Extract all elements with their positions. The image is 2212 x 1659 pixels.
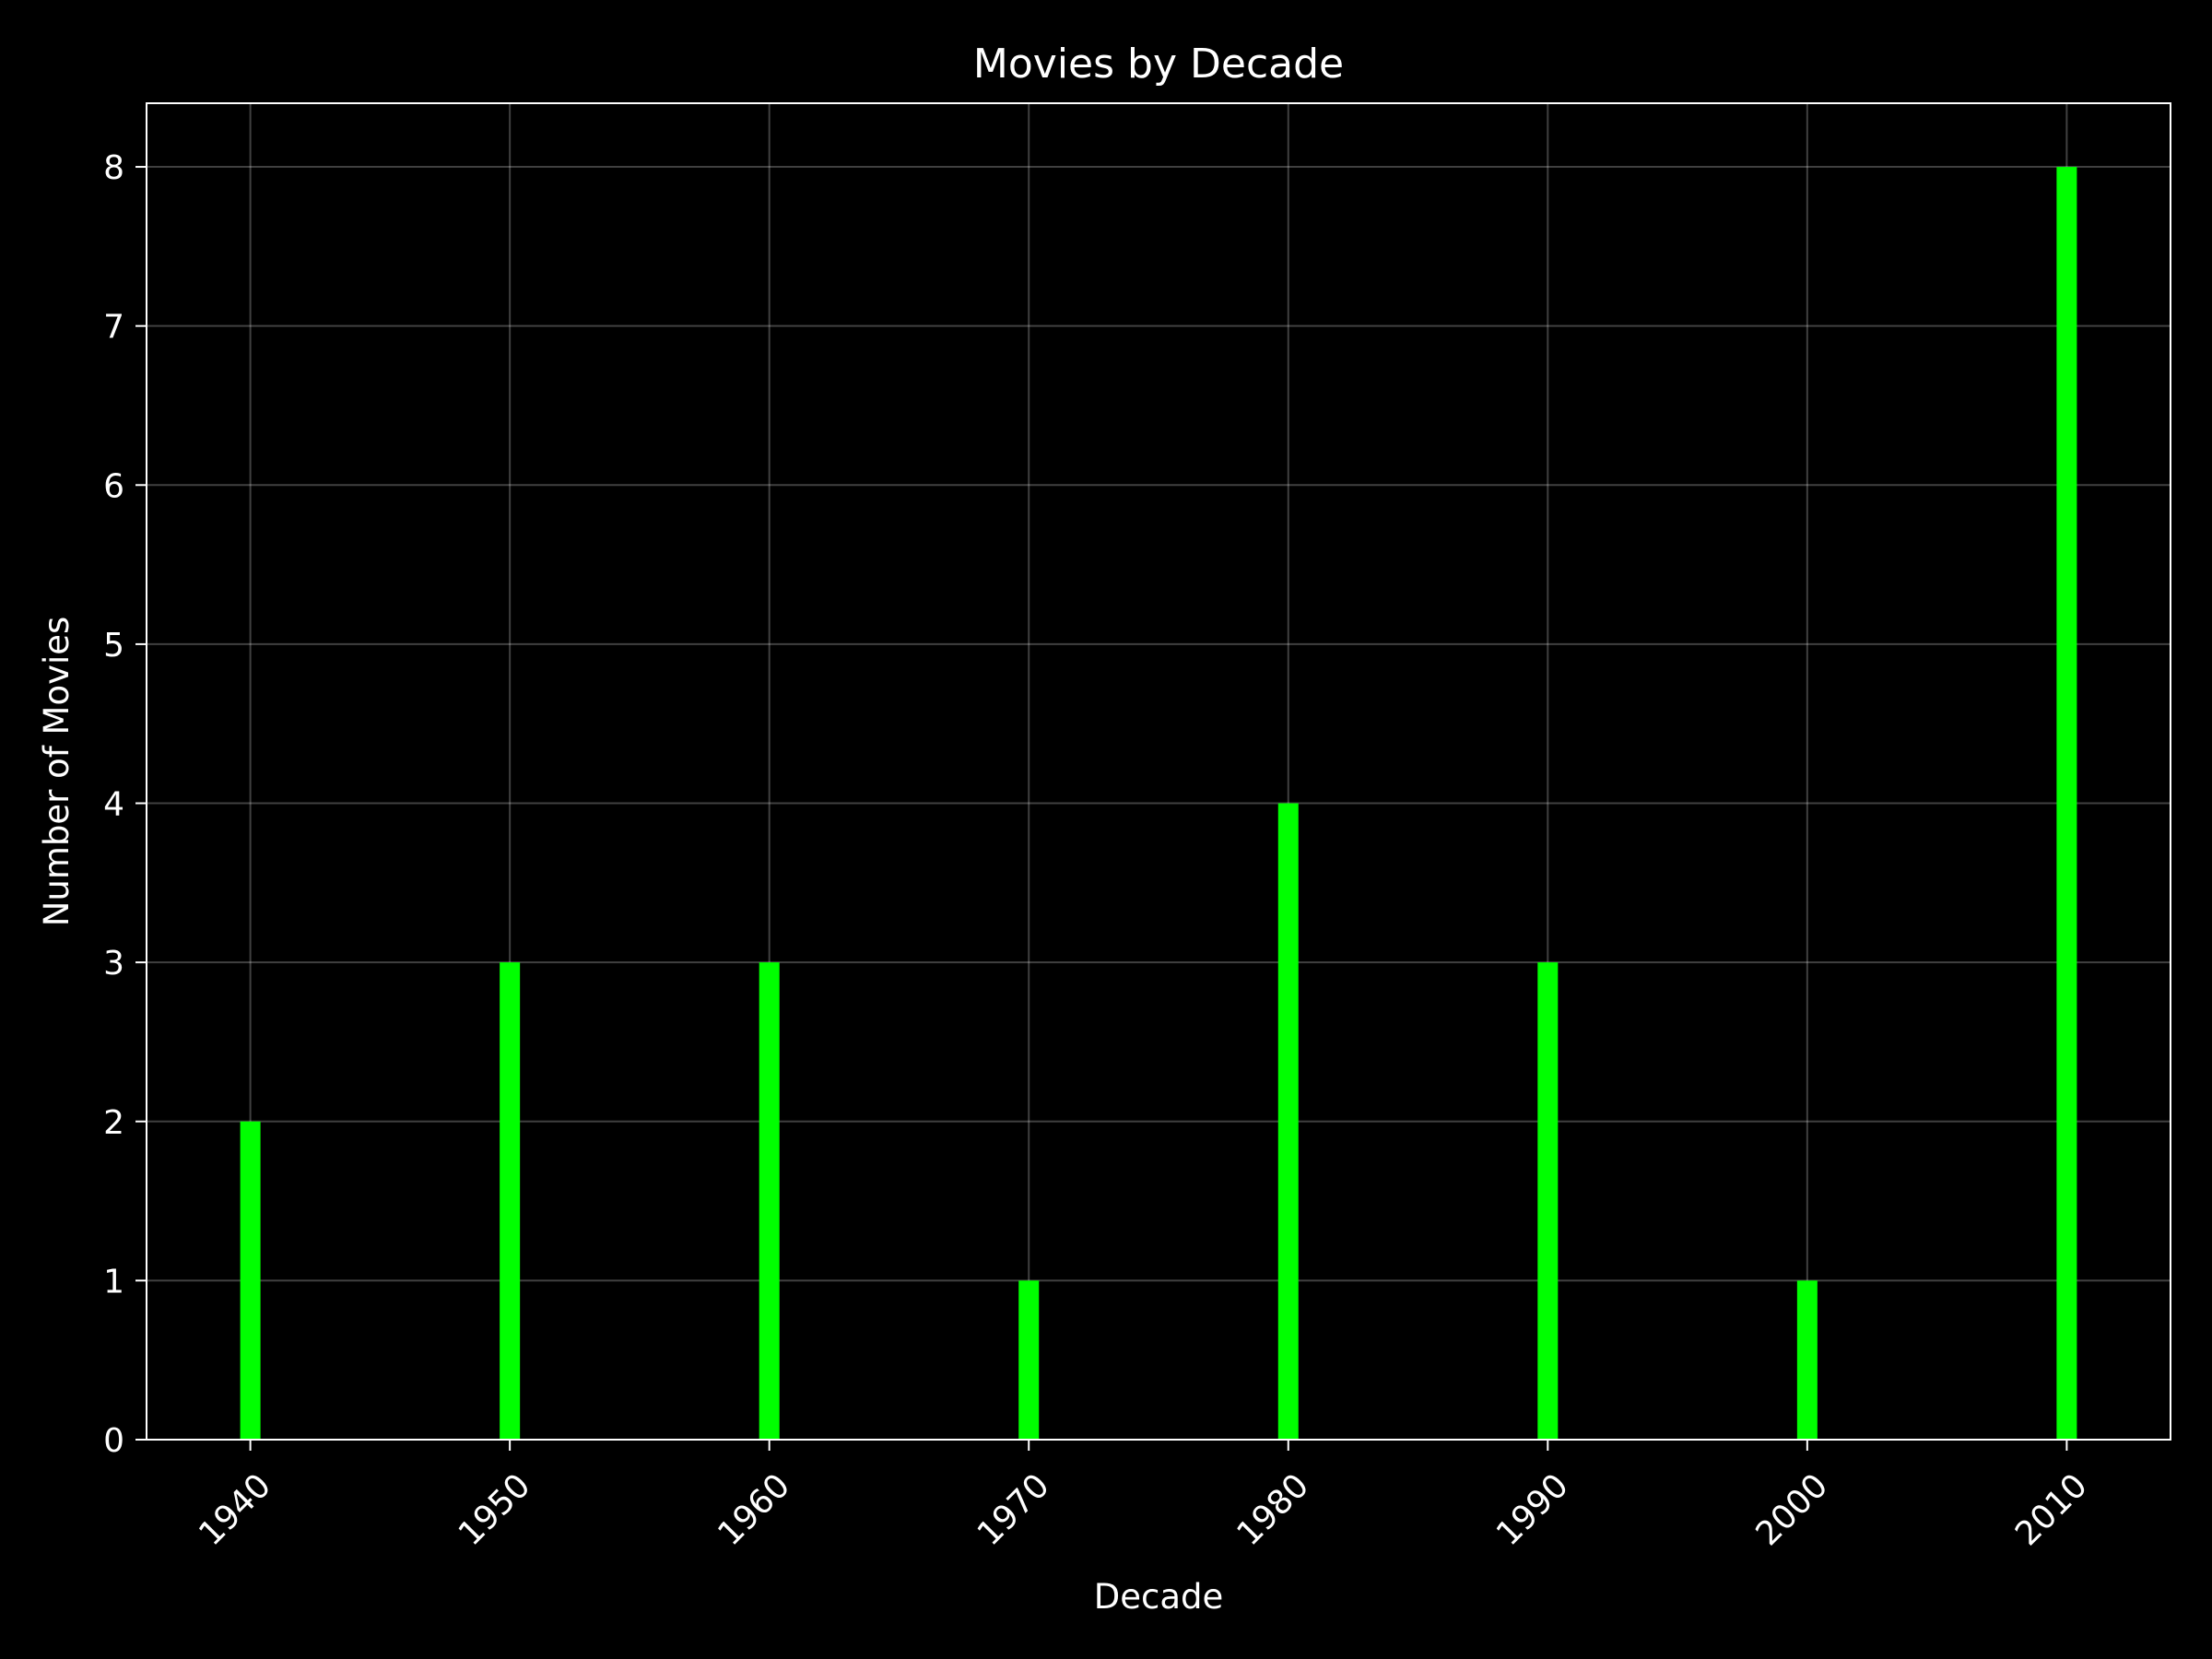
bar-1960 <box>759 962 780 1440</box>
y-axis-ticks: 0 1 2 3 4 5 6 7 8 <box>103 149 147 1460</box>
y-tick-label: 6 <box>103 467 124 505</box>
bar-1970 <box>1018 1280 1040 1440</box>
bar-2000 <box>1796 1280 1818 1440</box>
y-tick-label: 2 <box>103 1104 124 1142</box>
bar-1940 <box>240 1121 261 1440</box>
bar-1950 <box>500 962 521 1440</box>
y-tick-label: 8 <box>103 149 124 187</box>
chart-title: Movies by Decade <box>973 41 1344 88</box>
y-tick-label: 5 <box>103 627 124 665</box>
y-tick-label: 0 <box>103 1422 124 1460</box>
y-tick-label: 1 <box>103 1263 124 1300</box>
bar-1980 <box>1277 803 1299 1440</box>
plot-frame <box>146 102 2171 1441</box>
y-tick-label: 4 <box>103 786 124 824</box>
bar-1990 <box>1537 962 1559 1440</box>
bar-2010 <box>2056 167 2077 1441</box>
y-tick-label: 3 <box>103 945 124 982</box>
y-tick-label: 7 <box>103 309 124 347</box>
x-axis-label: Decade <box>1094 1577 1224 1617</box>
bars <box>240 167 2077 1441</box>
y-axis-label: Number of Movies <box>37 617 76 927</box>
